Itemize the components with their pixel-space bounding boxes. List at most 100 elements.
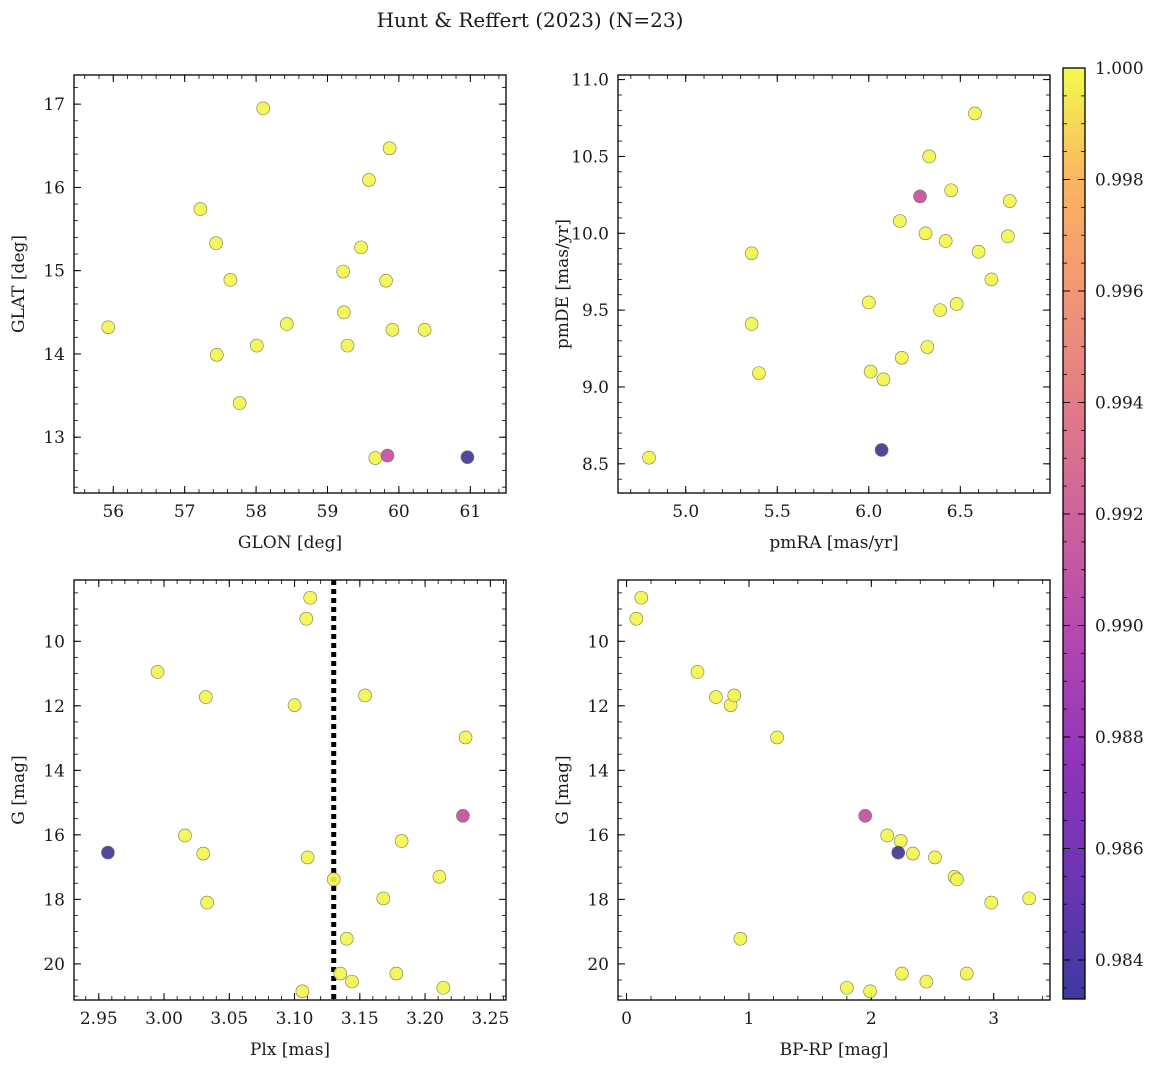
data-point (223, 273, 238, 287)
data-point (949, 297, 964, 311)
data-point (950, 872, 964, 887)
data-point (928, 850, 942, 865)
data-point (709, 690, 723, 704)
data-point (345, 974, 359, 989)
data-point (984, 895, 999, 910)
x-tick-label: 61 (459, 502, 481, 522)
colorbar-tick-label: 0.998 (1095, 170, 1144, 190)
colorbar-tick-label: 0.992 (1095, 505, 1144, 525)
data-point (744, 246, 759, 261)
data-point (861, 295, 876, 310)
y-axis-label: G [mag] (9, 755, 29, 824)
data-point (295, 984, 310, 999)
colorbar-tick-label: 0.990 (1095, 616, 1144, 636)
x-tick-label: 3.05 (210, 1009, 248, 1029)
y-axis-label: GLAT [deg] (9, 235, 29, 333)
data-point (1001, 229, 1015, 244)
data-point (150, 665, 165, 679)
data-point (629, 611, 644, 626)
y-tick-label: 9.0 (582, 378, 609, 398)
axes-frame (73, 74, 507, 494)
axes-frame (73, 579, 507, 1001)
x-tick-label: 56 (102, 502, 124, 522)
colorbar-tick-label: 1.000 (1095, 59, 1144, 79)
y-tick-label: 16 (43, 826, 65, 846)
data-point (933, 303, 947, 317)
data-point (299, 611, 314, 626)
data-point (432, 869, 447, 884)
data-point (906, 846, 920, 861)
y-tick-label: 12 (587, 697, 609, 717)
y-tick-label: 8.5 (582, 455, 609, 475)
colorbar-tick-label: 0.984 (1095, 951, 1144, 971)
data-point (354, 240, 368, 255)
data-point (193, 202, 208, 216)
y-tick-label: 9.5 (582, 301, 609, 321)
data-point (436, 980, 451, 995)
y-tick-label: 10 (587, 632, 609, 652)
data-point (895, 966, 909, 981)
panel-plx-g: 2.95 3.00 3.05 3.10 3.15 3.20 3.25 10 12 14 16 18 20… (9, 579, 509, 1060)
x-tick-label: 5.0 (672, 502, 699, 522)
y-tick-label: 17 (43, 95, 65, 115)
x-tick-label: 3.10 (276, 1009, 314, 1029)
colorbar-tick-label: 0.986 (1095, 839, 1144, 859)
y-tick-label: 12 (43, 697, 65, 717)
colorbar: 0.984 0.986 0.988 0.990 0.992 0.994 0.996 0.998… (1062, 59, 1144, 1000)
colorbar-gradient (1063, 68, 1085, 999)
data-point (279, 317, 294, 331)
y-tick-label: 14 (43, 345, 65, 365)
x-tick-label: 3.15 (341, 1009, 379, 1029)
data-point (362, 173, 376, 187)
colorbar-tick-label: 0.994 (1095, 393, 1144, 413)
panel-glon-glat: 56 57 58 59 60 61 13 14 15 16 17 GLON [deg] GLAT [de… (9, 74, 507, 553)
x-axis-label: GLON [deg] (238, 533, 342, 553)
x-tick-label: 57 (174, 502, 196, 522)
data-point (256, 101, 271, 116)
x-tick-label: 5.5 (764, 502, 791, 522)
y-tick-label: 20 (43, 955, 65, 975)
data-point (385, 322, 400, 337)
y-tick-label: 10 (43, 632, 65, 652)
y-tick-label: 20 (587, 955, 609, 975)
data-point (984, 272, 999, 287)
x-tick-label: 3.20 (406, 1009, 444, 1029)
data-point (101, 320, 116, 335)
data-point (944, 183, 958, 198)
data-point (287, 698, 302, 712)
data-point (894, 350, 909, 365)
data-point (336, 264, 350, 279)
data-point (880, 828, 895, 843)
y-tick-label: 14 (43, 761, 65, 781)
data-point (727, 688, 742, 703)
panel-pmra-pmde: 5.0 5.5 6.0 6.5 8.5 9.0 9.5 10.0 10.5 11.0 pmRA [m… (553, 71, 1051, 553)
x-axis-label: BP-RP [mag] (780, 1040, 889, 1060)
x-tick-label: 1 (744, 1009, 755, 1029)
data-point (893, 834, 908, 848)
data-point (918, 226, 933, 241)
data-point (968, 106, 982, 121)
data-point (417, 322, 432, 337)
data-point (919, 974, 934, 989)
data-point (200, 895, 214, 910)
x-tick-label: 2 (866, 1009, 877, 1029)
data-point (913, 189, 927, 204)
y-tick-label: 13 (43, 428, 65, 448)
figure-title: Hunt & Reffert (2023) (N=23) (377, 8, 684, 32)
data-point (690, 665, 705, 679)
data-point (339, 931, 354, 946)
data-point (376, 891, 391, 906)
data-point (358, 688, 372, 703)
x-tick-label: 60 (388, 502, 410, 522)
data-point (326, 872, 341, 887)
y-tick-label: 10.0 (571, 224, 609, 244)
data-point (380, 448, 395, 463)
data-point (959, 966, 974, 981)
axes-frame (617, 74, 1051, 494)
data-point (920, 340, 935, 354)
data-point (178, 828, 192, 843)
data-point (368, 451, 383, 465)
data-point (209, 236, 223, 250)
